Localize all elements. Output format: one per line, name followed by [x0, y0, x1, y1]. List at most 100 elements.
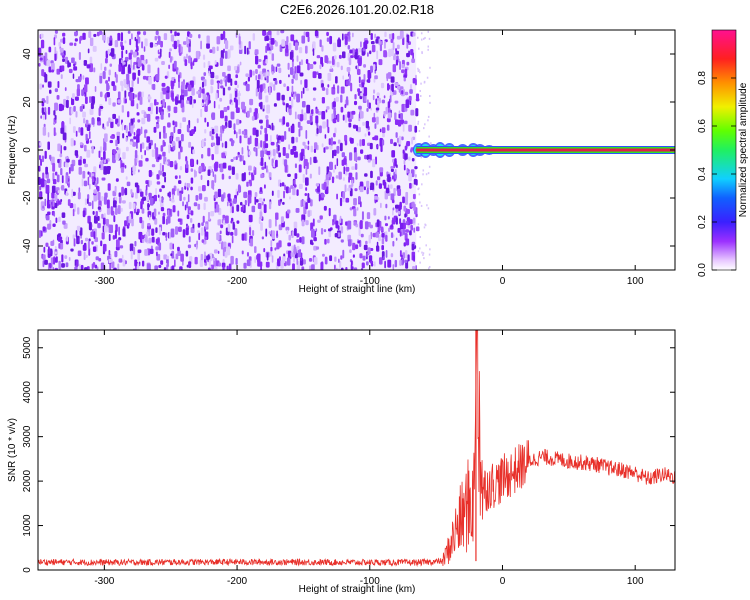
noise-cell	[352, 269, 356, 270]
noise-cell	[386, 124, 390, 131]
noise-cell	[420, 32, 423, 35]
noise-cell	[347, 44, 351, 50]
noise-cell	[143, 31, 147, 36]
noise-cell	[332, 150, 334, 159]
noise-cell	[360, 149, 364, 154]
noise-cell	[389, 95, 392, 103]
noise-cell	[294, 111, 297, 120]
noise-cell	[157, 194, 160, 198]
noise-cell	[195, 170, 197, 177]
noise-cell	[211, 135, 214, 141]
noise-cell	[344, 134, 348, 142]
noise-cell	[99, 72, 104, 77]
noise-cell	[200, 253, 204, 261]
noise-cell	[218, 104, 220, 109]
noise-cell	[158, 35, 161, 45]
noise-cell	[101, 195, 104, 202]
noise-cell	[204, 251, 206, 260]
noise-cell	[57, 233, 62, 237]
noise-cell	[103, 151, 106, 160]
noise-cell	[110, 118, 114, 122]
noise-cell	[333, 110, 337, 119]
noise-cell	[53, 110, 56, 116]
noise-cell	[112, 113, 117, 119]
noise-cell	[336, 158, 339, 167]
noise-cell	[100, 157, 103, 161]
noise-cell	[283, 83, 286, 88]
noise-cell	[413, 227, 416, 233]
noise-cell	[116, 131, 121, 136]
noise-cell	[377, 100, 380, 109]
noise-cell	[298, 153, 301, 162]
noise-cell	[222, 162, 227, 169]
noise-cell	[417, 250, 420, 253]
noise-cell	[249, 107, 252, 113]
noise-cell	[65, 174, 68, 184]
noise-cell	[169, 48, 172, 52]
noise-cell	[155, 251, 158, 257]
noise-cell	[88, 31, 92, 38]
noise-cell	[65, 262, 69, 268]
noise-cell	[73, 63, 76, 67]
noise-cell	[288, 74, 290, 78]
noise-cell	[261, 201, 264, 206]
colorbar-ticks: 0.00.20.40.60.8	[697, 71, 736, 277]
noise-cell	[87, 176, 90, 186]
noise-cell	[167, 209, 170, 217]
noise-cell	[417, 70, 420, 73]
noise-cell	[251, 174, 255, 181]
noise-cell	[197, 222, 201, 228]
noise-cell	[390, 168, 394, 173]
noise-cell	[305, 187, 308, 191]
noise-cell	[370, 107, 373, 111]
noise-cell	[395, 50, 399, 55]
noise-cell	[173, 126, 176, 134]
noise-cell	[385, 203, 388, 209]
noise-cell	[53, 127, 56, 137]
noise-cell	[394, 100, 399, 104]
noise-cell	[185, 40, 190, 44]
noise-cell	[86, 198, 89, 204]
noise-cell	[378, 257, 383, 265]
noise-cell	[421, 251, 423, 254]
noise-cell	[428, 165, 431, 168]
noise-cell	[121, 200, 126, 204]
noise-cell	[149, 197, 154, 206]
noise-cell	[303, 200, 306, 206]
noise-cell	[335, 175, 339, 179]
noise-cell	[366, 180, 370, 188]
noise-cell	[177, 69, 180, 75]
noise-cell	[348, 176, 350, 183]
noise-cell	[114, 40, 119, 48]
noise-cell	[166, 255, 170, 260]
noise-cell	[39, 57, 43, 61]
noise-cell	[309, 156, 312, 165]
noise-cell	[160, 48, 162, 58]
colorbar-tick-label: 0.2	[697, 215, 708, 229]
noise-cell	[158, 106, 163, 113]
noise-cell	[200, 174, 203, 181]
noise-cell	[270, 141, 275, 146]
noise-cell	[93, 215, 98, 224]
colorbar-tick-label: 0.6	[697, 119, 708, 133]
noise-cell	[289, 51, 294, 60]
noise-cell	[364, 173, 368, 177]
noise-cell	[84, 96, 88, 104]
noise-cell	[294, 66, 297, 74]
noise-cell	[106, 199, 110, 209]
noise-cell	[83, 118, 86, 124]
noise-cell	[214, 174, 217, 183]
noise-cell	[311, 228, 315, 238]
noise-cell	[229, 93, 232, 100]
noise-cell	[183, 89, 188, 97]
noise-cell	[166, 216, 171, 224]
noise-cell	[133, 132, 136, 136]
noise-cell	[84, 267, 88, 270]
noise-cell	[155, 238, 160, 245]
noise-cell	[219, 97, 223, 102]
noise-cell	[89, 172, 91, 178]
noise-cell	[125, 136, 128, 142]
noise-cell	[113, 215, 116, 223]
noise-cell	[103, 196, 107, 205]
noise-cell	[323, 147, 326, 153]
